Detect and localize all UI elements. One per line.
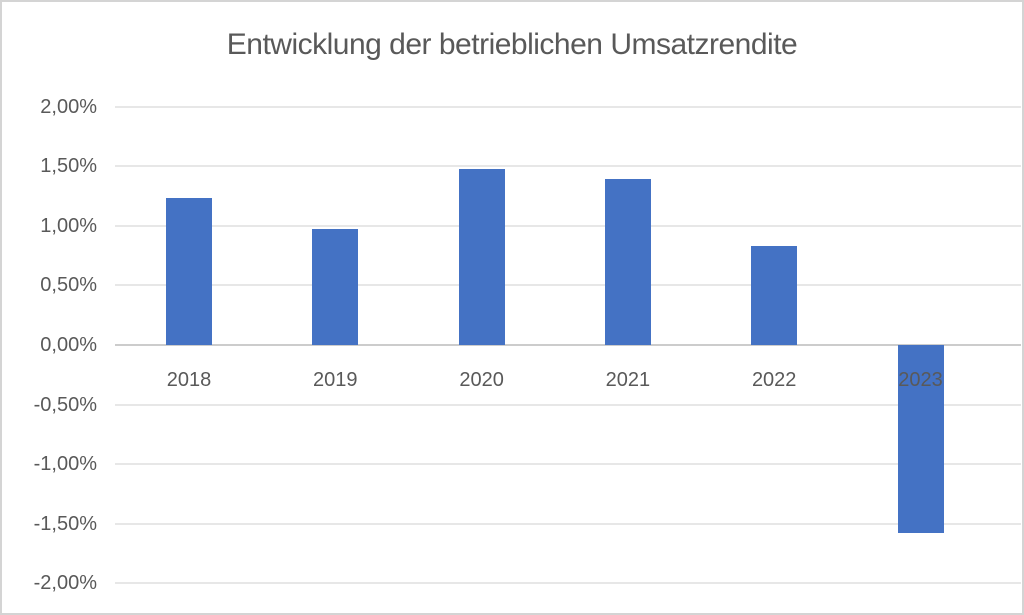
gridline <box>115 582 1021 585</box>
x-axis-category-label-2018: 2018 <box>166 369 212 391</box>
gridline <box>115 105 1021 108</box>
y-axis-tick-label: -1,50% <box>33 512 97 535</box>
x-axis-category-label-2019: 2019 <box>313 369 358 391</box>
y-axis-tick-label: 1,00% <box>40 214 97 237</box>
gridline <box>115 522 1021 525</box>
y-axis-tick-label: 0,00% <box>40 334 97 356</box>
bar-2021 <box>604 179 651 345</box>
x-axis-category-label-2022: 2022 <box>751 369 797 391</box>
y-axis-tick-label: -2,00% <box>33 572 97 595</box>
y-axis-tick-label: 1,50% <box>40 155 97 178</box>
gridline <box>115 403 1021 406</box>
gridline <box>115 165 1021 168</box>
gridline <box>115 463 1021 466</box>
x-axis-category-label-2021: 2021 <box>605 369 651 391</box>
bar-2020 <box>458 168 505 345</box>
chart-title: Entwicklung der betrieblichen Umsatzrend… <box>226 28 798 61</box>
zero-axis-line <box>115 344 1021 346</box>
bar-2023 <box>897 345 944 534</box>
y-axis-tick-label: 2,00% <box>40 95 97 118</box>
x-axis-category-label-2020: 2020 <box>459 369 504 391</box>
y-axis-tick-label: 0,50% <box>40 274 97 297</box>
gridline <box>115 224 1021 227</box>
gridline <box>115 284 1021 287</box>
y-axis-tick-label: -1,00% <box>33 453 97 476</box>
x-axis-category-label-2023: 2023 <box>898 369 943 391</box>
y-axis-tick-label: -0,50% <box>33 393 97 416</box>
bar-2019 <box>312 229 359 345</box>
bar-2022 <box>751 246 798 345</box>
bar-2018 <box>166 198 212 345</box>
